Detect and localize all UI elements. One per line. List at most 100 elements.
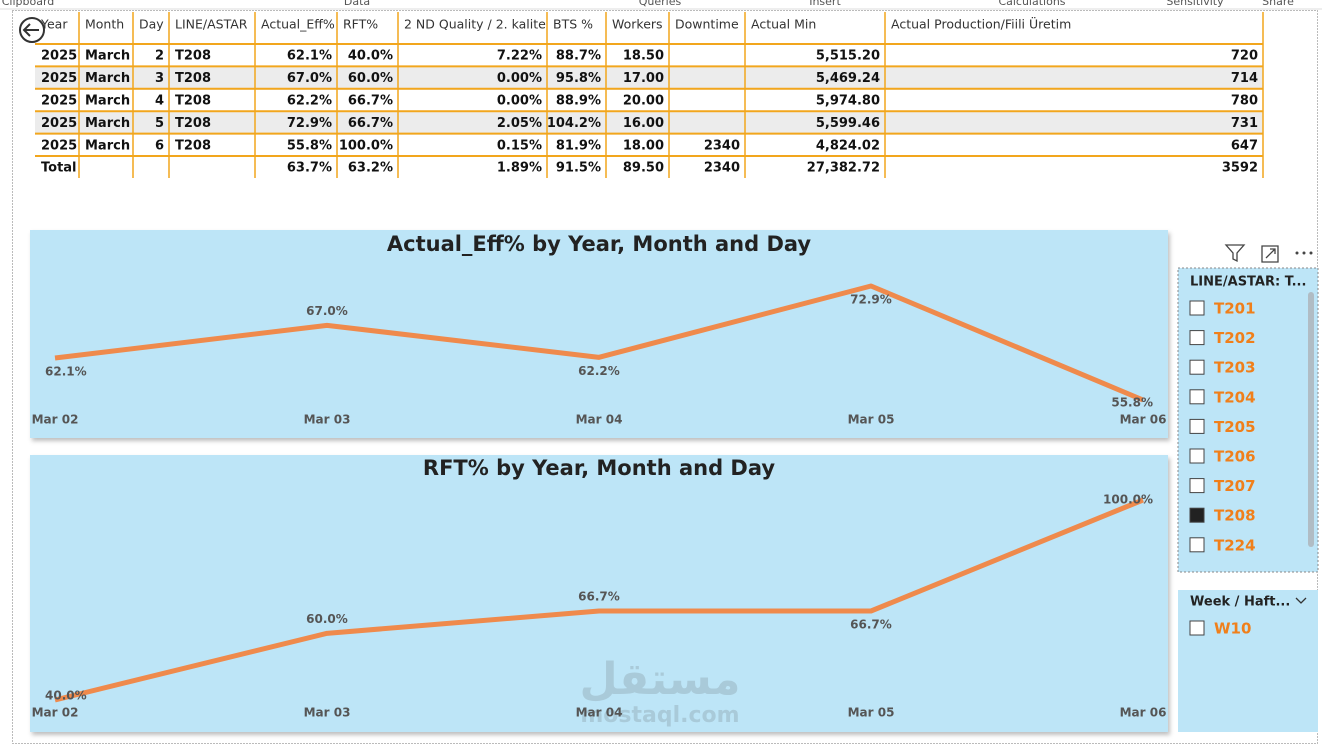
- slicer-checkbox[interactable]: [1189, 330, 1205, 346]
- slicer-checkbox[interactable]: [1189, 478, 1205, 494]
- slicer-checkbox[interactable]: [1189, 359, 1205, 375]
- table-cell: 0.00%: [497, 94, 542, 109]
- table-cell: 2: [155, 49, 164, 64]
- table-cell: 88.7%: [556, 49, 601, 64]
- data-label: 72.9%: [850, 293, 892, 307]
- slicer-item[interactable]: T208: [1214, 507, 1256, 525]
- charts: Actual_Eff% by Year, Month and Day Mar 02…: [30, 230, 1168, 732]
- slicer-dropdown[interactable]: [1295, 597, 1307, 604]
- slicer-item[interactable]: W10: [1214, 620, 1251, 638]
- table-cell: 40.0%: [348, 49, 393, 64]
- more-icon[interactable]: [1295, 251, 1313, 255]
- table-cell: 1.89%: [497, 161, 542, 176]
- row-band: [35, 112, 1263, 135]
- table-cell: 720: [1231, 49, 1258, 64]
- table-cell: 2025: [41, 49, 77, 64]
- slicer-item[interactable]: T205: [1214, 418, 1256, 436]
- slicer-item[interactable]: T207: [1214, 477, 1256, 495]
- chart-title: Actual_Eff% by Year, Month and Day: [387, 232, 812, 256]
- table-cell: 55.8%: [287, 138, 332, 153]
- slicer-title: LINE/ASTAR: T...: [1190, 275, 1306, 290]
- column-header[interactable]: Downtime: [675, 17, 739, 32]
- slicer-item[interactable]: T206: [1214, 448, 1256, 466]
- column-header[interactable]: 2 ND Quality / 2. kalite: [404, 17, 546, 32]
- table-cell: T208: [175, 138, 211, 153]
- slicer-item[interactable]: T204: [1214, 388, 1256, 406]
- table-cell: T208: [175, 116, 211, 131]
- data-label: 100.0%: [1103, 493, 1153, 507]
- data-label: 62.1%: [45, 365, 87, 379]
- back-button[interactable]: [19, 17, 45, 43]
- column-header[interactable]: Year: [40, 17, 68, 32]
- ribbon-group-label: Share: [1262, 0, 1294, 8]
- column-header[interactable]: Actual Production/Fiili Üretim: [891, 16, 1071, 32]
- table-cell: T208: [175, 94, 211, 109]
- slicer-checkbox[interactable]: [1189, 620, 1205, 636]
- slicer-item[interactable]: T202: [1214, 329, 1256, 347]
- slicer-scrollbar: [1308, 292, 1314, 547]
- slicer-item[interactable]: T224: [1214, 536, 1256, 554]
- table-cell: 731: [1231, 116, 1258, 131]
- focus-icon[interactable]: [1261, 245, 1279, 263]
- column-header[interactable]: BTS %: [553, 17, 593, 32]
- table-cell: 89.50: [623, 161, 664, 176]
- filter-icon[interactable]: [1224, 244, 1246, 263]
- x-tick-label: Mar 04: [576, 413, 623, 427]
- table-cell: 2025: [41, 116, 77, 131]
- table-cell: 63.2%: [348, 161, 393, 176]
- column-header[interactable]: Actual_Eff%: [261, 17, 335, 32]
- row-band: [35, 67, 1263, 90]
- column-header[interactable]: RFT%: [343, 17, 378, 32]
- ribbon-group-label: Calculations: [998, 0, 1065, 8]
- table-cell: 27,382.72: [807, 161, 880, 176]
- table-cell: 100.0%: [339, 138, 393, 153]
- slicer-item[interactable]: T201: [1214, 300, 1256, 318]
- slicer-title: Week / Haft...: [1190, 595, 1290, 610]
- table-cell: 62.2%: [287, 94, 332, 109]
- table-cell: March: [85, 71, 130, 86]
- table-cell: T208: [175, 71, 211, 86]
- column-header[interactable]: Workers: [612, 17, 663, 32]
- x-tick-label: Mar 03: [304, 706, 351, 720]
- chart-panel: [30, 230, 1168, 438]
- x-tick-label: Mar 04: [576, 706, 623, 720]
- slicer-checkbox[interactable]: [1189, 418, 1205, 434]
- slicer-checkbox[interactable]: [1189, 537, 1205, 553]
- table-cell: March: [85, 138, 130, 153]
- column-header[interactable]: Day: [139, 17, 164, 32]
- column-header[interactable]: Actual Min: [751, 17, 816, 32]
- table-cell: 3: [155, 71, 164, 86]
- watermark-arabic: مستقل: [580, 654, 741, 705]
- column-header[interactable]: Month: [85, 17, 124, 32]
- table-visual: Year Month Day LINE/ASTAR Actual_Eff% RFT% 2 N…: [35, 12, 1264, 178]
- table-cell: 7.22%: [497, 49, 542, 64]
- table-cell: 66.7%: [348, 94, 393, 109]
- back-arrow[interactable]: [22, 23, 39, 37]
- table-cell: 2025: [41, 138, 77, 153]
- slicer-panel: [1178, 590, 1318, 732]
- table-cell: 5,515.20: [816, 49, 880, 64]
- column-header[interactable]: LINE/ASTAR: [175, 17, 248, 32]
- slicer-checkbox[interactable]: [1189, 389, 1205, 405]
- data-label: 66.7%: [850, 618, 892, 632]
- table-cell: 4,824.02: [816, 138, 880, 153]
- slicer-checkbox[interactable]: [1189, 300, 1205, 316]
- table-cell: 88.9%: [556, 94, 601, 109]
- ribbon-bar: [0, 0, 1322, 9]
- slicer-item[interactable]: T203: [1214, 359, 1256, 377]
- table-cell: 3592: [1222, 161, 1258, 176]
- ribbon-group-label: Data: [344, 0, 370, 8]
- table-cell: 72.9%: [287, 116, 332, 131]
- table-cell: 104.2%: [547, 116, 601, 131]
- table-cell: 2.05%: [497, 116, 542, 131]
- ribbon-group-label: Queries: [639, 0, 682, 8]
- table-cell: 81.9%: [556, 138, 601, 153]
- chart-panel: [30, 455, 1168, 732]
- visual-header-icons: [1224, 244, 1313, 263]
- table-cell: 0.00%: [497, 71, 542, 86]
- table-cell: 16.00: [623, 116, 664, 131]
- slicer-checkbox[interactable]: [1189, 448, 1205, 464]
- slicer-checkbox[interactable]: [1189, 507, 1205, 523]
